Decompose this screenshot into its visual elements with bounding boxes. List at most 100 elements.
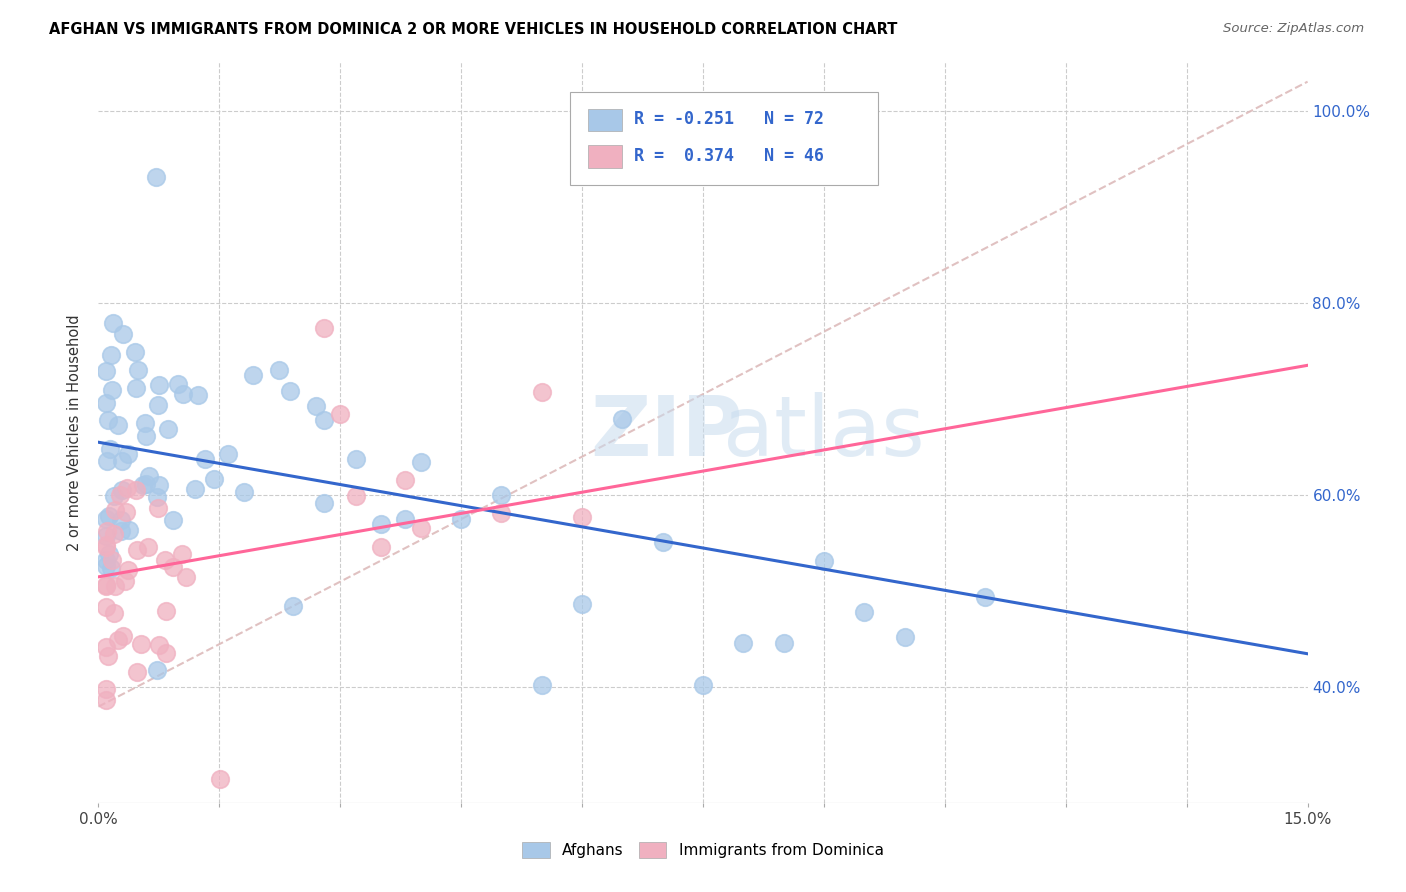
- Point: [409, 521, 432, 535]
- Point: [125, 543, 148, 558]
- Point: [96, 524, 118, 538]
- Point: [103, 607, 125, 621]
- Point: [96, 693, 118, 707]
- Point: [530, 678, 553, 692]
- Point: [103, 527, 125, 541]
- Text: atlas: atlas: [723, 392, 925, 473]
- Point: [96, 512, 118, 526]
- Point: [232, 484, 254, 499]
- Point: [114, 574, 136, 589]
- Point: [114, 505, 136, 519]
- Point: [100, 383, 122, 397]
- Point: [183, 482, 205, 496]
- Point: [370, 516, 392, 531]
- Point: [974, 590, 997, 604]
- Point: [100, 560, 122, 574]
- Point: [131, 478, 153, 492]
- Point: [135, 429, 157, 443]
- Point: [491, 506, 513, 520]
- Point: [110, 524, 132, 538]
- Point: [103, 489, 125, 503]
- Point: [242, 368, 264, 382]
- Point: [314, 320, 336, 334]
- Point: [162, 560, 184, 574]
- Text: R =  0.374   N = 46: R = 0.374 N = 46: [634, 147, 824, 165]
- Point: [111, 483, 134, 497]
- Point: [281, 599, 304, 613]
- Point: [146, 663, 169, 677]
- FancyBboxPatch shape: [588, 145, 621, 168]
- Point: [166, 376, 188, 391]
- Point: [269, 363, 291, 377]
- Point: [612, 412, 634, 426]
- Point: [344, 452, 367, 467]
- Point: [530, 385, 553, 400]
- Point: [146, 398, 169, 412]
- Point: [153, 553, 176, 567]
- Point: [97, 648, 120, 663]
- Point: [148, 377, 170, 392]
- Point: [104, 579, 127, 593]
- Point: [112, 629, 135, 643]
- Point: [96, 529, 118, 543]
- Point: [491, 488, 513, 502]
- Point: [96, 578, 118, 592]
- Point: [138, 469, 160, 483]
- Point: [571, 597, 593, 611]
- Point: [571, 510, 593, 524]
- Point: [146, 500, 169, 515]
- Text: R = -0.251   N = 72: R = -0.251 N = 72: [634, 111, 824, 128]
- Point: [136, 540, 159, 554]
- Point: [394, 473, 416, 487]
- Point: [117, 563, 139, 577]
- Point: [329, 407, 352, 421]
- Text: Source: ZipAtlas.com: Source: ZipAtlas.com: [1223, 22, 1364, 36]
- Point: [96, 558, 118, 573]
- Point: [813, 554, 835, 568]
- Point: [96, 579, 118, 593]
- Point: [96, 538, 118, 552]
- Point: [96, 363, 118, 377]
- FancyBboxPatch shape: [569, 92, 879, 185]
- Point: [155, 646, 177, 660]
- Point: [145, 169, 167, 184]
- Point: [98, 509, 121, 524]
- Point: [96, 395, 118, 409]
- Point: [853, 605, 876, 619]
- Point: [172, 387, 194, 401]
- Point: [100, 553, 122, 567]
- Point: [124, 345, 146, 359]
- Point: [409, 455, 432, 469]
- Point: [96, 640, 118, 654]
- Point: [125, 483, 148, 497]
- Point: [110, 488, 132, 502]
- Point: [115, 481, 138, 495]
- Point: [118, 523, 141, 537]
- Point: [202, 472, 225, 486]
- Point: [148, 478, 170, 492]
- FancyBboxPatch shape: [588, 109, 621, 131]
- Point: [100, 442, 122, 457]
- Point: [127, 362, 149, 376]
- Point: [692, 678, 714, 692]
- Point: [187, 387, 209, 401]
- Point: [107, 417, 129, 432]
- Point: [148, 639, 170, 653]
- Point: [111, 454, 134, 468]
- Point: [312, 495, 335, 509]
- Point: [96, 454, 118, 468]
- Point: [651, 535, 673, 549]
- Point: [125, 381, 148, 395]
- Point: [305, 400, 328, 414]
- Point: [162, 513, 184, 527]
- Point: [344, 489, 367, 503]
- Point: [174, 570, 197, 584]
- Point: [172, 548, 194, 562]
- Point: [111, 327, 134, 342]
- Point: [155, 604, 177, 618]
- Point: [101, 316, 124, 330]
- Point: [110, 512, 132, 526]
- Point: [125, 665, 148, 679]
- Point: [893, 630, 915, 644]
- Point: [157, 422, 180, 436]
